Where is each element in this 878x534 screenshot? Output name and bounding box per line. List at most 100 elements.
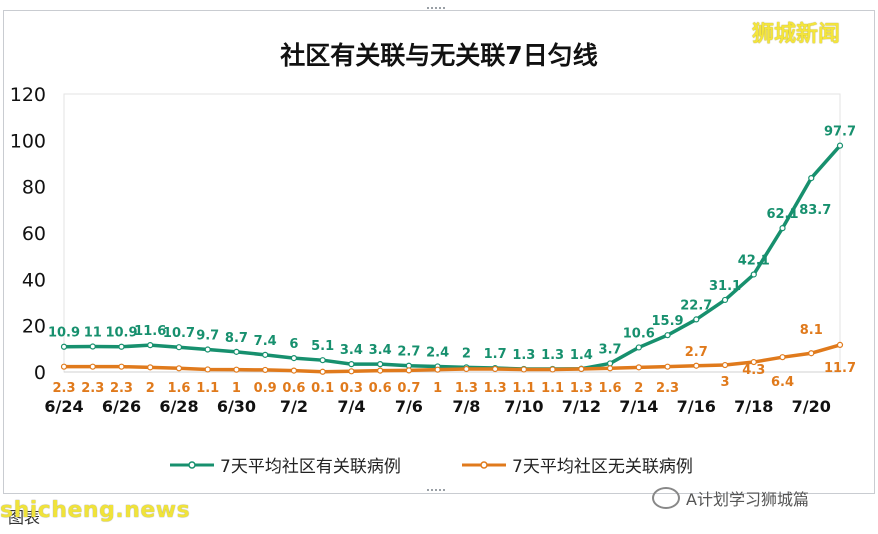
data-point (578, 365, 585, 373)
x-tick-label: 6/30 (217, 397, 256, 416)
data-point (89, 343, 96, 350)
data-point (779, 225, 786, 232)
data-point (118, 343, 125, 350)
data-label: 2.7 (397, 345, 420, 360)
data-label: 1.4 (570, 348, 593, 363)
data-point (147, 342, 154, 349)
data-point (635, 364, 642, 371)
data-point (175, 365, 183, 372)
series-line-linked (63, 144, 842, 371)
x-tick-label: 7/6 (395, 397, 423, 416)
data-point (635, 344, 642, 351)
data-label: 5.1 (311, 339, 334, 354)
chart-title: 社区有关联与无关联7日匀线 (280, 41, 598, 70)
data-point (319, 368, 326, 375)
x-tick-label: 7/4 (337, 397, 365, 416)
data-point (492, 365, 499, 373)
data-point (606, 365, 614, 372)
data-point (721, 361, 729, 369)
data-point (549, 366, 556, 373)
data-point (808, 174, 815, 182)
data-label: 9.7 (196, 329, 219, 344)
data-label: 0.6 (369, 381, 392, 396)
data-label: 8.7 (225, 331, 248, 346)
data-label: 10.9 (48, 326, 80, 341)
data-point (377, 361, 384, 368)
data-point (204, 366, 211, 373)
data-point (664, 332, 671, 339)
x-tick-label: 6/24 (44, 397, 83, 416)
x-tick-label: 7/12 (562, 397, 601, 416)
data-label: 0.9 (254, 381, 277, 396)
data-label: 10.7 (163, 326, 195, 341)
data-point (175, 344, 183, 351)
data-label: 1.3 (541, 348, 564, 363)
data-label: 31.1 (709, 279, 741, 294)
resize-handle-bottom[interactable] (427, 489, 445, 496)
x-tick-label: 7/18 (734, 397, 773, 416)
x-tick-label: 7/2 (280, 397, 308, 416)
data-label: 1.3 (570, 381, 593, 396)
data-label: 1.7 (484, 347, 507, 362)
data-label: 0.6 (282, 381, 305, 396)
x-tick-label: 7/14 (619, 397, 658, 416)
footer-caption: 图表 (8, 508, 41, 527)
data-label: 1.1 (196, 381, 219, 396)
brand-watermark: 狮城新闻 (752, 22, 841, 47)
data-label: 11 (84, 326, 102, 341)
data-point (808, 350, 815, 357)
data-label: 3.7 (599, 342, 622, 357)
data-point (434, 366, 441, 373)
series-line-unlinked (64, 343, 841, 374)
resize-handle-top[interactable] (427, 7, 445, 14)
x-tick-label: 7/20 (792, 397, 831, 416)
y-tick-label: 120 (10, 84, 46, 106)
wechat-account: A计划学习狮城篇 (652, 486, 809, 510)
data-point (60, 343, 68, 350)
data-point (233, 348, 240, 355)
data-point (721, 296, 729, 304)
data-label: 62.1 (766, 207, 798, 222)
data-label: 7.4 (254, 334, 277, 349)
data-point (147, 364, 154, 371)
data-point (233, 366, 240, 373)
data-label: 2 (634, 381, 643, 396)
data-point (377, 367, 384, 374)
data-point (348, 361, 355, 368)
wechat-account-name: A计划学习狮城篇 (686, 490, 809, 509)
data-label: 2.3 (110, 381, 133, 396)
data-label: 42.1 (738, 253, 770, 268)
x-tick-label: 7/16 (677, 397, 716, 416)
data-label: 2.3 (81, 381, 104, 396)
x-tick-label: 6/28 (159, 397, 198, 416)
data-label: 1 (433, 381, 442, 396)
data-point (750, 358, 757, 366)
data-label: 1.6 (599, 381, 622, 396)
x-tick-label: 6/26 (102, 397, 141, 416)
data-point (60, 363, 68, 370)
data-point (779, 354, 786, 361)
data-label: 2.7 (685, 345, 708, 360)
data-point (405, 367, 412, 374)
data-label: 11.6 (134, 324, 166, 339)
data-point (693, 316, 700, 323)
data-label: 15.9 (652, 314, 684, 329)
data-label: 2.3 (656, 381, 679, 396)
data-label: 0.7 (397, 381, 420, 396)
data-label: 11.7 (824, 361, 856, 376)
data-label: 8.1 (800, 323, 823, 338)
data-label: 1.1 (512, 381, 535, 396)
data-point (89, 363, 96, 370)
legend-item-linked: 7天平均社区有关联病例 (170, 452, 401, 477)
data-point (606, 360, 614, 367)
data-label: 6 (289, 337, 298, 352)
legend-swatch-linked (170, 460, 214, 469)
data-point (262, 366, 269, 374)
data-label: 1.3 (484, 381, 507, 396)
x-tick-label: 7/10 (504, 397, 543, 416)
data-label: 2 (146, 381, 155, 396)
data-point (348, 368, 355, 375)
data-label: 3.4 (340, 343, 363, 358)
data-point (118, 363, 125, 370)
